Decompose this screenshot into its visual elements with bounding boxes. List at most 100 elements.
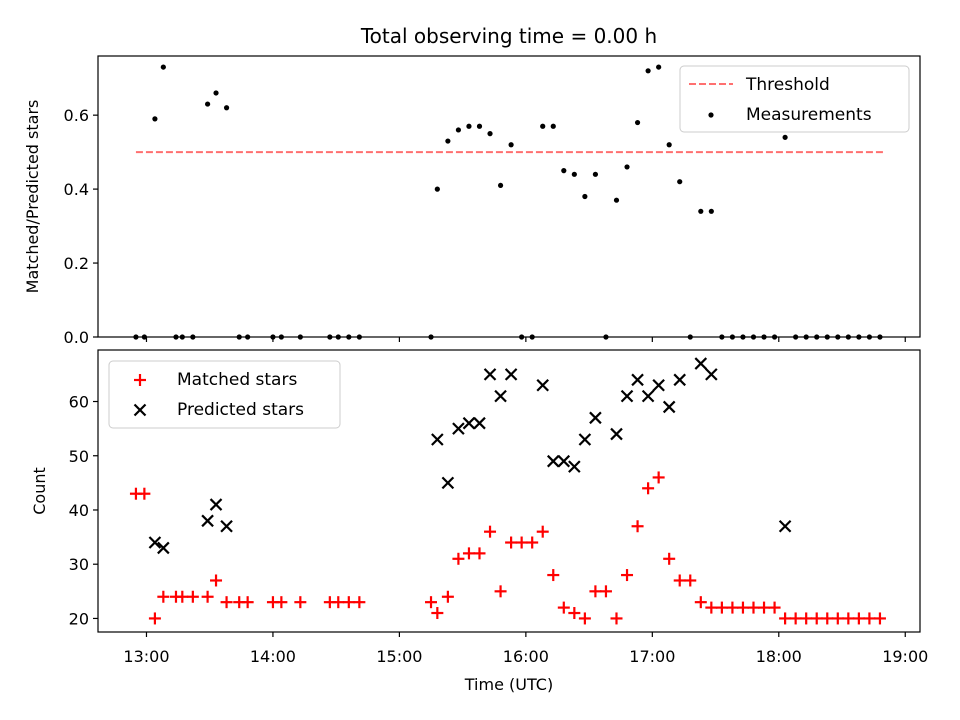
predicted-star-point xyxy=(536,378,550,392)
measurement-point xyxy=(445,138,451,144)
matched-star-point xyxy=(578,612,591,625)
legend-measurements-swatch xyxy=(708,112,714,118)
measurement-point xyxy=(634,119,641,126)
matched-star-point xyxy=(536,525,549,538)
matched-star-point xyxy=(431,607,444,620)
matched-star-point xyxy=(210,574,223,587)
measurement-point xyxy=(666,142,672,148)
x-axis-label: Time (UTC) xyxy=(464,675,553,694)
matched-star-point xyxy=(342,596,355,609)
legend-matched-label: Matched stars xyxy=(177,370,297,390)
matched-star-point xyxy=(568,607,581,620)
matched-star-point xyxy=(186,590,199,603)
matched-star-point xyxy=(821,612,834,625)
measurement-point xyxy=(698,208,704,214)
matched-star-point xyxy=(831,612,844,625)
predicted-star-point xyxy=(578,433,592,446)
predicted-star-point xyxy=(694,357,708,370)
top-axes-frame xyxy=(97,55,921,338)
matched-star-point xyxy=(694,596,707,609)
bottom-panel: 13:00 14:00 15:00 16:00 17:00 18:00 19:00 20 30… xyxy=(30,349,928,694)
predicted-star-point xyxy=(201,514,214,528)
matched-star-point xyxy=(473,547,486,560)
measurement-point xyxy=(624,164,630,170)
measurement-point xyxy=(571,171,577,177)
matched-star-point xyxy=(789,612,802,625)
matched-star-point xyxy=(705,601,718,614)
matched-star-point xyxy=(810,612,823,625)
matched-star-point xyxy=(494,585,507,598)
matched-star-point xyxy=(332,596,345,609)
matched-star-point xyxy=(484,525,497,538)
measurement-point xyxy=(160,64,166,70)
matched-star-point xyxy=(842,612,855,625)
legend-threshold-label: Threshold xyxy=(745,75,830,95)
bottom-x-ticks: 13:00 14:00 15:00 16:00 17:00 18:00 19:00 xyxy=(123,632,928,666)
measurement-point xyxy=(656,64,662,70)
matched-star-point xyxy=(547,569,560,582)
measurement-point xyxy=(782,134,788,140)
predicted-star-point xyxy=(148,536,162,549)
matched-star-point xyxy=(505,536,518,549)
predicted-star-point xyxy=(631,373,644,387)
predicted-star-point xyxy=(494,389,507,403)
predicted-star-point xyxy=(641,389,655,403)
matched-star-point xyxy=(275,596,288,609)
bottom-y-tick-label: 20 xyxy=(69,609,89,628)
measurement-point xyxy=(708,208,714,214)
predicted-star-point xyxy=(673,373,687,387)
predicted-star-point xyxy=(483,368,497,381)
matched-star-point xyxy=(148,612,161,625)
measurement-point xyxy=(592,171,599,177)
predicted-star-point xyxy=(620,389,634,403)
matched-star-point xyxy=(652,471,665,484)
top-legend-box xyxy=(679,65,910,133)
measurement-point xyxy=(613,197,620,203)
matched-star-point xyxy=(220,596,233,609)
matched-star-point xyxy=(610,612,623,625)
bottom-axes-frame xyxy=(97,349,921,633)
matched-star-point xyxy=(241,596,254,609)
matched-star-point xyxy=(863,612,876,625)
measurement-point xyxy=(223,105,230,111)
bottom-y-tick-label: 60 xyxy=(69,393,89,412)
matched-star-point xyxy=(294,596,307,609)
matched-star-point xyxy=(800,612,813,625)
measurement-point xyxy=(561,168,567,174)
top-y-tick-label: 0.4 xyxy=(64,180,89,199)
predicted-star-point xyxy=(157,541,170,555)
predicted-star-point xyxy=(662,400,676,414)
predicted-star-point xyxy=(452,422,465,435)
matched-star-point xyxy=(852,612,865,625)
top-y-tick-label: 0.6 xyxy=(64,106,89,125)
bottom-y-axis-label: Count xyxy=(30,467,49,515)
measurement-point xyxy=(550,123,556,129)
matched-star-point xyxy=(557,601,570,614)
matched-star-point xyxy=(684,574,697,587)
matched-star-point xyxy=(176,590,189,603)
predicted-star-point xyxy=(610,427,623,441)
top-y-ticks: 0.0 0.2 0.4 0.6 xyxy=(64,106,98,347)
matched-star-point xyxy=(138,487,151,500)
matched-star-point xyxy=(515,536,528,549)
matched-star-point xyxy=(157,590,170,603)
matched-star-point xyxy=(747,601,760,614)
matched-star-point xyxy=(736,601,749,614)
predicted-star-point xyxy=(652,378,665,392)
matched-star-point xyxy=(758,601,771,614)
legend-predicted-swatch xyxy=(133,403,147,417)
top-panel: 0.0 0.2 0.4 0.6 Matched/Predicted stars Thr… xyxy=(23,55,921,347)
matched-star-point xyxy=(462,547,475,560)
measurement-point xyxy=(487,131,493,137)
measurement-point xyxy=(677,179,683,185)
matched-star-point xyxy=(873,612,886,625)
predicted-star-point xyxy=(209,498,223,511)
matched-star-point xyxy=(779,612,792,625)
legend-predicted-label: Predicted stars xyxy=(177,400,304,420)
predicted-star-point xyxy=(705,368,718,381)
top-y-tick-label: 0.0 xyxy=(64,328,89,347)
measurement-point xyxy=(455,127,462,133)
top-legend: Threshold Measurements xyxy=(679,65,910,133)
measurement-point xyxy=(508,142,514,148)
predicted-star-point xyxy=(220,519,233,533)
